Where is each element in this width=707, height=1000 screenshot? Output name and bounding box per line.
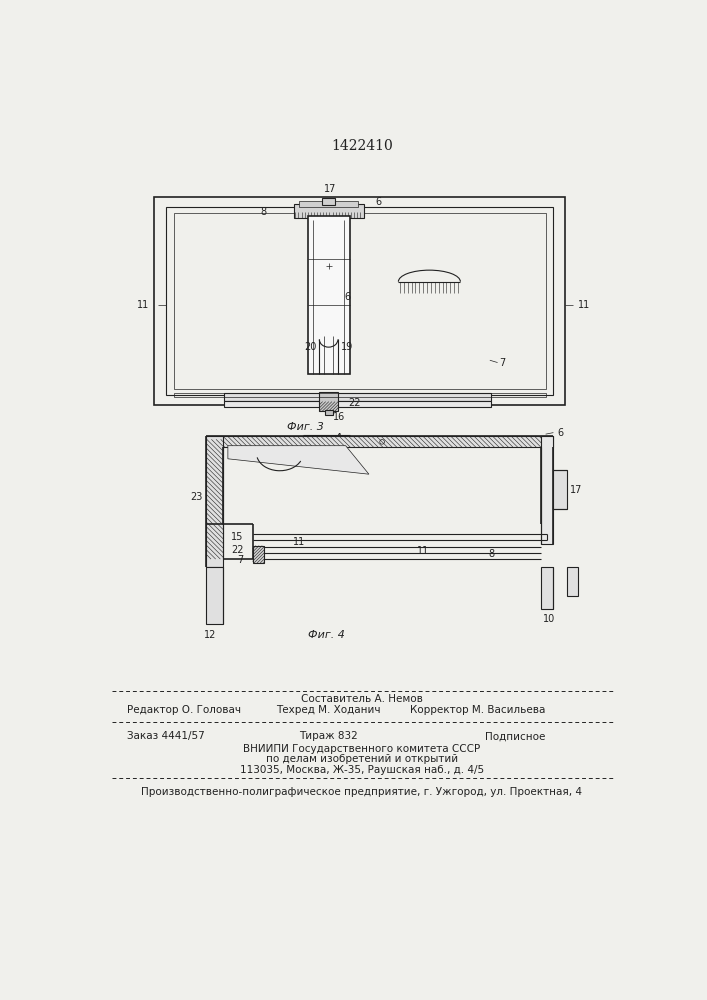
Text: 6: 6 — [557, 428, 563, 438]
Text: 19: 19 — [341, 342, 354, 352]
Text: Тираж 832: Тираж 832 — [299, 731, 358, 741]
Text: 9: 9 — [571, 577, 576, 587]
Polygon shape — [228, 446, 369, 474]
Bar — [554, 470, 567, 509]
Text: 12: 12 — [204, 630, 216, 640]
Text: 16: 16 — [332, 412, 345, 422]
Text: Техред М. Ходанич: Техред М. Ходанич — [276, 705, 381, 715]
Text: 11: 11 — [578, 300, 590, 310]
Text: ВНИИПИ Государственного комитета СССР: ВНИИПИ Государственного комитета СССР — [243, 744, 481, 754]
Text: 23: 23 — [190, 492, 202, 502]
Text: 113035, Москва, Ж-35, Раушская наб., д. 4/5: 113035, Москва, Ж-35, Раушская наб., д. … — [240, 765, 484, 775]
Bar — [154, 197, 565, 405]
Text: 22: 22 — [231, 545, 243, 555]
Text: 19: 19 — [274, 446, 286, 456]
Bar — [322, 198, 335, 205]
Text: 8: 8 — [489, 549, 494, 559]
Bar — [224, 393, 491, 401]
Text: 17: 17 — [571, 485, 583, 495]
Text: 6: 6 — [375, 197, 381, 207]
Text: 6: 6 — [344, 292, 350, 302]
Text: 7: 7 — [499, 358, 506, 368]
Text: 15: 15 — [231, 532, 243, 542]
Text: 8: 8 — [260, 207, 267, 217]
Bar — [299, 201, 358, 207]
Text: Составитель А. Немов: Составитель А. Немов — [301, 694, 423, 704]
Text: 11: 11 — [136, 300, 149, 310]
Bar — [166, 207, 554, 395]
Bar — [308, 216, 349, 374]
Text: Фиг. 3: Фиг. 3 — [287, 422, 324, 432]
Text: 11: 11 — [417, 546, 429, 556]
Text: 11: 11 — [293, 537, 305, 547]
Bar — [325, 410, 332, 415]
Text: Корректор М. Васильева: Корректор М. Васильева — [410, 705, 546, 715]
Text: 10: 10 — [544, 614, 556, 624]
Bar — [567, 567, 578, 596]
Bar — [320, 392, 338, 411]
Text: Производственно-полиграфическое предприятие, г. Ужгород, ул. Проектная, 4: Производственно-полиграфическое предприя… — [141, 787, 583, 797]
Bar — [174, 393, 546, 397]
Text: 22: 22 — [348, 398, 361, 408]
Bar — [252, 546, 264, 563]
Text: по делам изобретений и открытий: по делам изобретений и открытий — [266, 754, 458, 764]
Text: Подписное: Подписное — [485, 731, 546, 741]
Bar — [206, 436, 554, 447]
Text: вид А: вид А — [310, 433, 343, 443]
Bar — [293, 204, 363, 218]
Bar — [541, 567, 554, 609]
Bar — [206, 436, 223, 567]
Bar — [206, 567, 223, 624]
Text: Заказ 4441/57: Заказ 4441/57 — [127, 731, 205, 741]
Text: 1422410: 1422410 — [331, 139, 393, 153]
Text: 17: 17 — [324, 184, 337, 194]
Text: Редактор О. Головач: Редактор О. Головач — [127, 705, 241, 715]
Text: 7: 7 — [237, 555, 243, 565]
Bar — [224, 401, 491, 407]
Text: 20: 20 — [304, 342, 316, 352]
Bar — [541, 436, 554, 544]
Text: Фиг. 4: Фиг. 4 — [308, 630, 345, 640]
Bar — [174, 213, 546, 389]
